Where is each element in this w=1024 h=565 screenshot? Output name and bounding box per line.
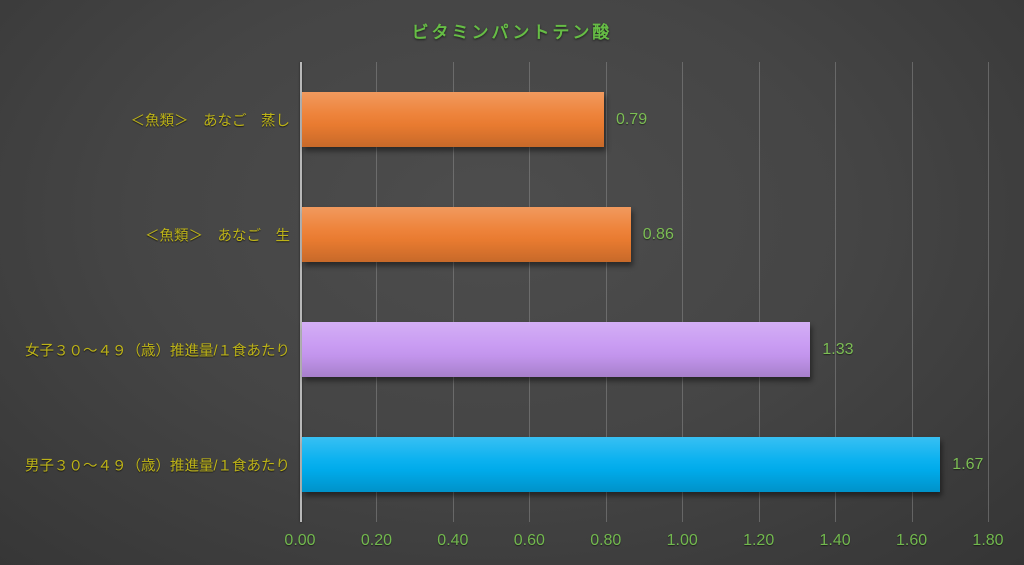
- value-label: 0.86: [642, 225, 674, 243]
- value-label: 1.33: [822, 340, 854, 358]
- gridline: [911, 62, 913, 522]
- x-tick-label: 0.20: [360, 532, 392, 549]
- x-tick-label: 0.80: [590, 532, 622, 549]
- x-tick-label: 1.60: [895, 532, 928, 549]
- category-label: ＜魚類＞ あなご 生: [145, 228, 290, 244]
- bar-1: [302, 207, 631, 262]
- chart-title: ビタミンパントテン酸: [411, 23, 613, 42]
- gridline: [376, 62, 378, 522]
- category-label: 男子３０～４９（歳）推進量/１食あたり: [24, 458, 290, 474]
- gridline: [988, 62, 989, 522]
- bar-2: [302, 322, 811, 377]
- x-tick-label: 0.60: [513, 532, 545, 549]
- x-tick-label: 1.40: [819, 532, 851, 549]
- x-tick-label: 1.80: [972, 532, 1004, 549]
- category-label: ＜魚類＞ あなご 蒸し: [130, 113, 291, 129]
- gridline: [835, 62, 837, 522]
- x-axis: 0.00 0.20 0.40 0.60 0.80 1.00 1.20 1.40 1.60 1.80: [266, 532, 1022, 554]
- x-tick-label: 0.40: [437, 532, 469, 549]
- value-label: 1.67: [952, 455, 984, 473]
- bar-0: [302, 92, 604, 147]
- x-tick-label: 1.00: [666, 532, 698, 549]
- x-tick-label: 1.20: [743, 532, 775, 549]
- x-tick-label: 0.00: [284, 532, 316, 549]
- gridline: [682, 62, 684, 522]
- gridline: [452, 62, 454, 522]
- plot-area: 0.79 0.86 1.33 1.67: [300, 62, 989, 522]
- y-axis-line: [300, 62, 302, 522]
- category-label: 女子３０～４９（歳）推進量/１食あたり: [24, 343, 290, 359]
- gridline: [605, 62, 607, 522]
- gridline: [758, 62, 760, 522]
- gridline: [529, 62, 531, 522]
- bar-3: [302, 437, 941, 492]
- value-label: 0.79: [615, 110, 648, 128]
